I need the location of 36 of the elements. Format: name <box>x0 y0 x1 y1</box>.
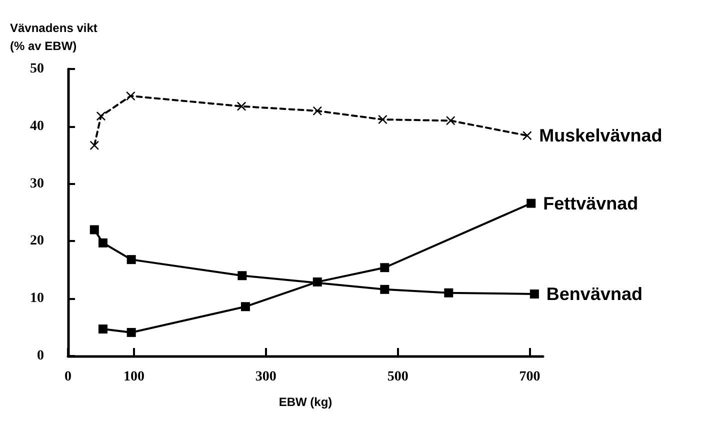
y-tick-label: 40 <box>30 118 44 134</box>
point <box>378 115 388 124</box>
point <box>237 102 246 111</box>
point <box>90 225 99 234</box>
x-tick-label: 700 <box>519 370 540 384</box>
point <box>312 277 322 286</box>
series-label: Muskelvävnad <box>539 126 662 146</box>
point <box>90 140 99 150</box>
point <box>530 290 539 299</box>
y-axis-title: Vävnadens vikt (% av EBW) <box>10 21 98 53</box>
point <box>380 284 390 294</box>
point <box>238 271 247 280</box>
point <box>526 198 536 208</box>
point <box>380 263 390 272</box>
point <box>312 106 322 116</box>
series-label: Benvävnad <box>546 284 642 304</box>
point <box>444 288 454 298</box>
y-tick-label: 30 <box>30 176 44 192</box>
point <box>126 328 136 337</box>
point <box>98 238 108 248</box>
x-tick-label: 100 <box>123 370 144 384</box>
point <box>126 91 136 100</box>
x-tick-label: 0 <box>64 370 72 384</box>
y-tick-label: 20 <box>30 234 44 249</box>
y-tick-label: 0 <box>37 348 44 364</box>
point <box>126 255 136 264</box>
point <box>446 116 456 126</box>
series-label: Fettvävnad <box>543 193 638 214</box>
point <box>98 324 108 334</box>
x-axis-title: EBW (kg) <box>278 395 332 409</box>
x-tick-label: 500 <box>387 370 408 384</box>
point <box>522 131 532 140</box>
point <box>240 302 250 312</box>
y-tick-label: 10 <box>30 291 44 306</box>
y-tick-label: 50 <box>30 62 44 76</box>
x-tick-label: 300 <box>255 370 276 384</box>
